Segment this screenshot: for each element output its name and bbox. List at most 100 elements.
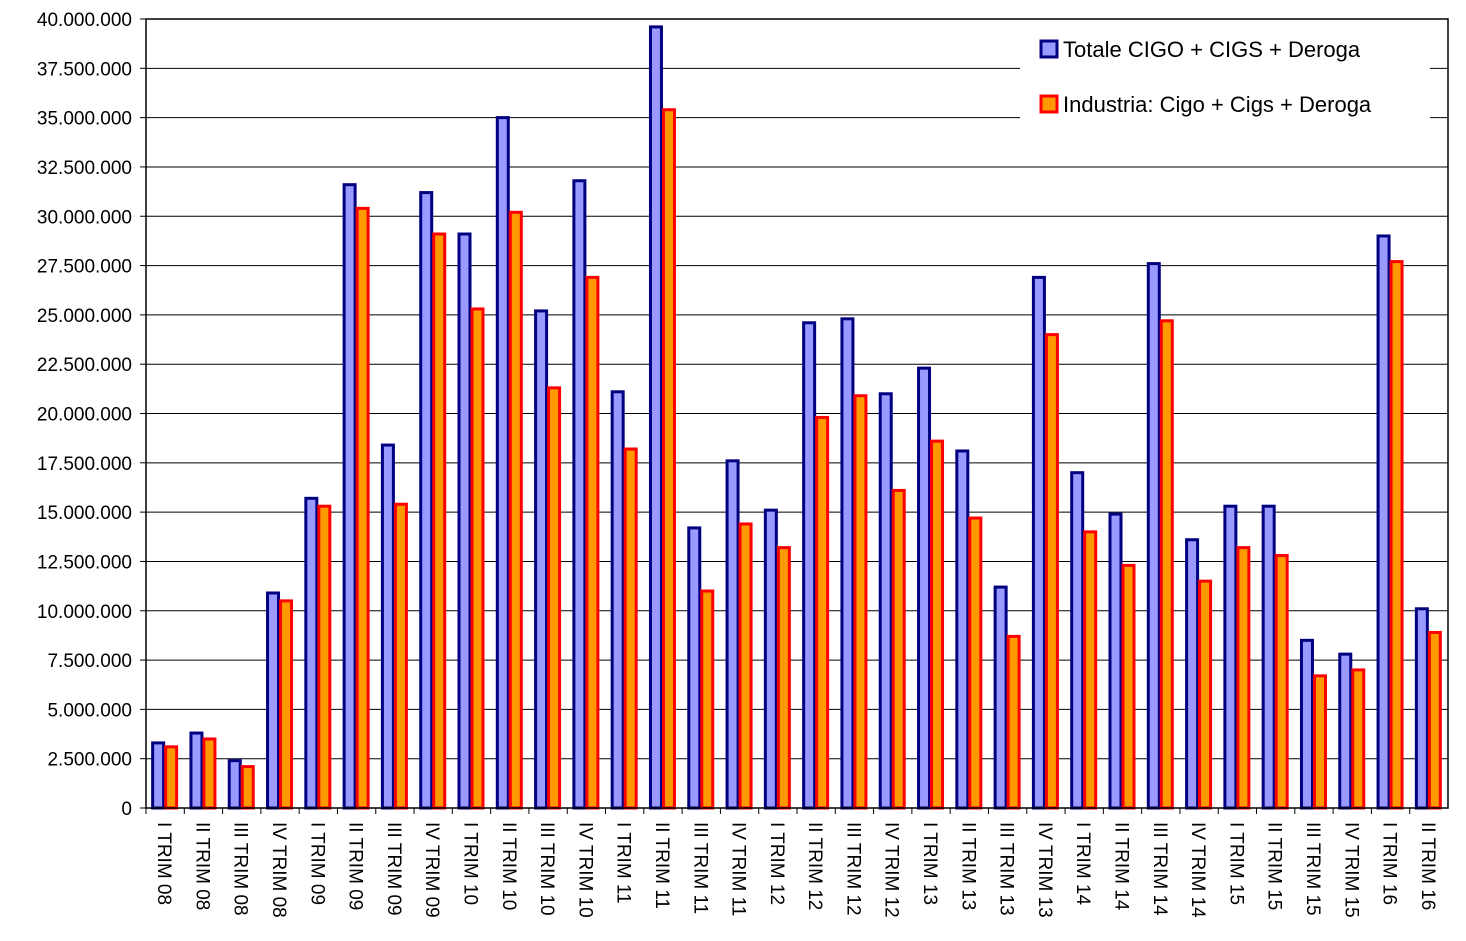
x-tick-label: IV TRIM 10 [574,822,595,918]
x-tick-label: IV TRIM 14 [1187,822,1208,918]
x-tick-label: I TRIM 15 [1225,822,1246,905]
x-tick-label: III TRIM 12 [842,822,863,916]
x-tick-label: IV TRIM 12 [881,822,902,918]
bar-industria [738,522,753,810]
bar-totale [1261,504,1276,810]
y-tick-label: 30.000.000 [37,207,132,228]
x-tick-label: II TRIM 09 [345,822,366,910]
bar-industria [853,394,868,810]
x-tick-label: II TRIM 16 [1417,822,1438,910]
bar-industria [585,275,600,810]
legend: Totale CIGO + CIGS + Deroga Industria: C… [1020,22,1430,126]
x-tick-label: III TRIM 15 [1302,822,1323,916]
bar-totale [1376,234,1391,810]
x-tick-label: I TRIM 16 [1379,822,1400,905]
bar-totale [227,759,242,810]
bar-totale [380,443,395,810]
bar-totale [495,116,510,810]
y-tick-label: 22.500.000 [37,355,132,376]
bar-totale [878,392,893,810]
y-tick-label: 37.500.000 [37,59,132,80]
y-tick-label: 15.000.000 [37,503,132,524]
bar-industria [202,737,217,810]
x-tick-label: I TRIM 14 [1072,822,1093,905]
y-tick-label: 27.500.000 [37,257,132,278]
y-tick-label: 40.000.000 [37,10,132,31]
bar-totale [419,191,434,810]
bar-totale [1299,638,1314,810]
bar-totale [610,390,625,810]
bar-totale [917,366,932,810]
y-tick-label: 25.000.000 [37,306,132,327]
bar-industria [1198,579,1213,810]
bar-totale [342,183,357,810]
bar-totale [304,496,319,810]
y-tick-label: 20.000.000 [37,405,132,426]
bar-totale [266,591,281,810]
bar-totale [1185,538,1200,810]
bar-industria [1351,668,1366,810]
x-tick-label: I TRIM 08 [153,822,174,905]
bar-totale [1414,607,1429,810]
bar-industria [1044,333,1059,810]
bar-totale [189,731,204,810]
bar-industria [1389,260,1404,810]
bar-totale [725,459,740,810]
bar-totale [457,232,472,810]
bar-totale [151,741,166,810]
bar-series [151,25,1442,810]
x-tick-label: III TRIM 11 [689,822,710,914]
x-tick-label: II TRIM 15 [1264,822,1285,910]
y-tick-label: 35.000.000 [37,109,132,130]
bar-industria [355,206,370,810]
bar-industria [1006,634,1021,810]
x-tick-labels: I TRIM 08 II TRIM 08 III TRIM 08 IV TRIM 08… [153,822,1438,918]
bar-industria [930,439,945,810]
bar-industria [164,745,179,810]
x-tick-label: I TRIM 09 [306,822,327,905]
bar-industria [815,415,830,810]
legend-box [1020,22,1430,126]
bar-industria [1083,530,1098,810]
bar-industria [968,516,983,810]
legend-swatch-totale [1039,39,1059,59]
y-tick-label: 0 [121,799,132,820]
y-tick-label: 12.500.000 [37,552,132,573]
y-tick-label: 10.000.000 [37,602,132,623]
legend-label-industria: Industria: Cigo + Cigs + Deroga [1063,92,1372,117]
x-tick-label: I TRIM 11 [613,822,634,904]
bar-totale [840,317,855,810]
bar-industria [1312,674,1327,810]
bar-industria [776,546,791,810]
bar-totale [1031,275,1046,810]
x-tick-label: II TRIM 11 [651,822,672,909]
bar-totale [534,309,549,810]
bar-totale [955,449,970,810]
x-tick-label: II TRIM 12 [804,822,825,910]
bar-industria [700,589,715,810]
bar-totale [648,25,663,810]
x-tick-label: III TRIM 08 [230,822,251,916]
y-tick-label: 32.500.000 [37,158,132,179]
x-tick-label: IV TRIM 13 [1034,822,1055,918]
bar-industria [1274,554,1289,810]
x-tick-label: II TRIM 13 [957,822,978,910]
x-tick-label: III TRIM 10 [536,822,557,916]
x-tick-label: IV TRIM 11 [728,822,749,916]
bar-totale [572,179,587,810]
legend-swatch-industria [1039,94,1059,114]
bar-industria [891,488,906,810]
bar-industria [508,210,523,810]
bar-totale [763,508,778,810]
bar-totale [1070,471,1085,810]
bar-totale [1223,504,1238,810]
bar-industria [317,504,332,810]
x-tick-label: II TRIM 14 [1111,822,1132,911]
y-tick-label: 2.500.000 [47,750,132,771]
bar-industria [432,232,447,810]
y-tick-labels: 0 2.500.000 5.000.000 7.500.000 10.000.000 12… [37,10,132,820]
x-tick-label: I TRIM 10 [460,822,481,905]
y-tick-label: 5.000.000 [47,700,132,721]
y-tick-label: 17.500.000 [37,454,132,475]
